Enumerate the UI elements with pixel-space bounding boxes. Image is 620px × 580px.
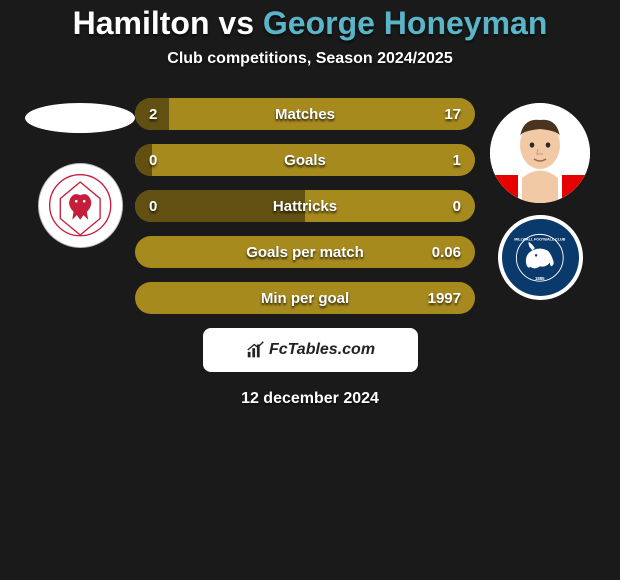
stat-left-value: 0 — [149, 198, 157, 215]
vs-text: vs — [218, 5, 254, 41]
brand-box: FcTables.com — [203, 328, 418, 372]
stat-bar-hattricks: 0 Hattricks 0 — [135, 190, 475, 222]
stat-right-value: 0.06 — [432, 244, 461, 261]
stat-bar-matches: 2 Matches 17 — [135, 98, 475, 130]
stat-left-value: 2 — [149, 106, 157, 123]
player1-name: Hamilton — [73, 5, 210, 41]
bar-chart-icon — [245, 339, 267, 361]
stat-right-value: 1 — [453, 152, 461, 169]
stat-left-value: 0 — [149, 152, 157, 169]
page-title: Hamilton vs George Honeyman — [0, 5, 620, 42]
stat-right-value: 17 — [444, 106, 461, 123]
main-row: 2 Matches 17 0 Goals 1 0 Hattricks 0 Goa… — [0, 98, 620, 314]
stat-label: Goals — [284, 152, 326, 169]
stat-label: Goals per match — [246, 244, 364, 261]
player1-avatar-placeholder — [25, 103, 135, 133]
brand-text: FcTables.com — [269, 341, 375, 359]
date-text: 12 december 2024 — [0, 390, 620, 408]
team1-crest — [38, 163, 123, 248]
svg-text:1885: 1885 — [535, 276, 545, 281]
player2-name: George Honeyman — [263, 5, 548, 41]
team2-crest: MILLWALL FOOTBALL CLUB 1885 — [498, 215, 583, 300]
subtitle: Club competitions, Season 2024/2025 — [0, 50, 620, 68]
player-face-icon — [490, 103, 590, 203]
player2-avatar — [490, 103, 590, 203]
infographic-container: Hamilton vs George Honeyman Club competi… — [0, 0, 620, 408]
stat-right-value: 0 — [453, 198, 461, 215]
stat-label: Matches — [275, 106, 335, 123]
right-column: MILLWALL FOOTBALL CLUB 1885 — [485, 98, 595, 300]
left-column — [25, 98, 135, 248]
lion-circle-crest-icon: MILLWALL FOOTBALL CLUB 1885 — [509, 227, 571, 289]
stat-bar-min-per-goal: Min per goal 1997 — [135, 282, 475, 314]
stat-bar-goals: 0 Goals 1 — [135, 144, 475, 176]
lion-crest-icon — [47, 172, 113, 238]
stat-bar-goals-per-match: Goals per match 0.06 — [135, 236, 475, 268]
stats-column: 2 Matches 17 0 Goals 1 0 Hattricks 0 Goa… — [135, 98, 485, 314]
svg-text:MILLWALL FOOTBALL CLUB: MILLWALL FOOTBALL CLUB — [514, 237, 565, 241]
stat-right-value: 1997 — [428, 290, 461, 307]
stat-label: Hattricks — [273, 198, 337, 215]
stat-label: Min per goal — [261, 290, 349, 307]
